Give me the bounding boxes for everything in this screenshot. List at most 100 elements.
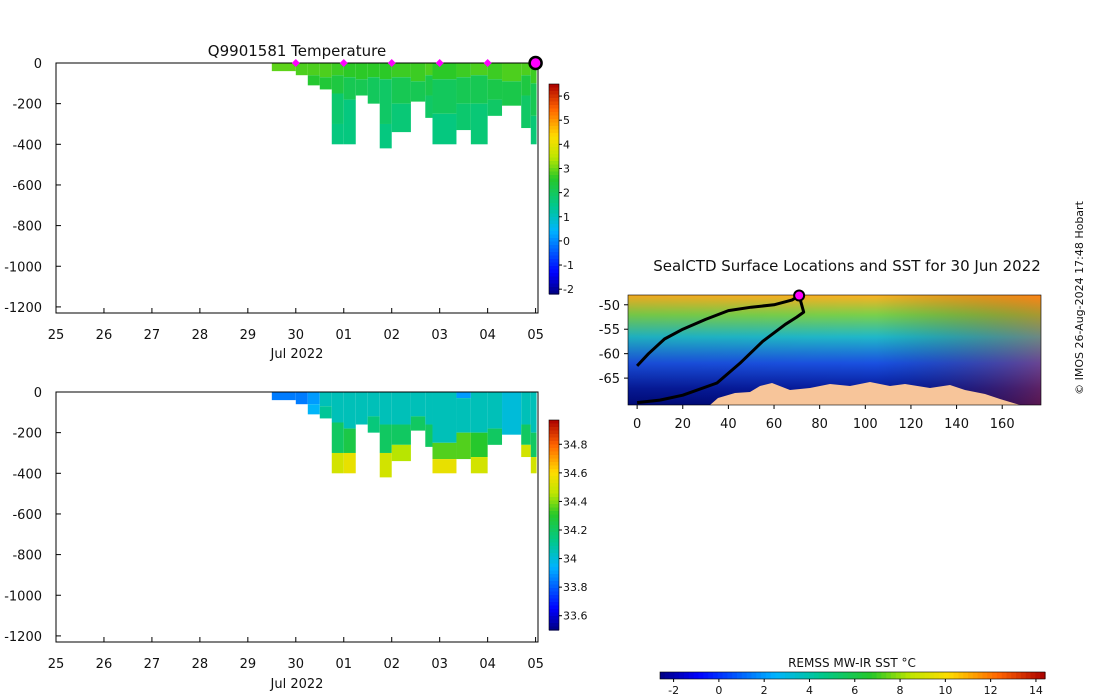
temperature-cell-4-3 — [331, 123, 344, 145]
temperature-colorbar-frame — [548, 83, 560, 295]
temperature-xtick-label: 27 — [144, 328, 161, 343]
sst-colorbar-tick-label: 8 — [897, 684, 904, 697]
salinity-ytick-label: -1000 — [4, 589, 42, 604]
map-xtick-label: 40 — [720, 417, 737, 432]
temperature-colorbar-segment — [549, 255, 559, 260]
temperature-colorbar-label: 3 — [563, 162, 570, 175]
salinity-colorbar-segment — [549, 514, 559, 519]
salinity-cell-8-1 — [379, 424, 392, 453]
salinity-cell-9-2 — [391, 444, 411, 462]
sst-colorbar-scale: -2 0 2 4 6 8 10 12 14 — [659, 671, 1046, 697]
salinity-colorbar-segment — [549, 427, 559, 432]
sst-colorbar-segment — [992, 672, 998, 679]
temperature-cell-3-1 — [319, 77, 332, 90]
sst-colorbar-segment — [664, 672, 671, 679]
salinity-cell-14-2 — [470, 457, 488, 474]
sst-colorbar-tick-label: 2 — [761, 684, 768, 697]
salinity-y-ticks: 0 -200 -400 -600 -800 -1000 -1200 — [4, 386, 61, 645]
salinity-colorbar-segment — [549, 455, 559, 460]
seal-tracks — [636, 289, 806, 405]
salinity-colorbar-segment — [549, 577, 559, 582]
salinity-colorbar-segment — [549, 584, 559, 589]
map-xtick-label: 0 — [633, 417, 641, 432]
salinity-cell-11-1 — [425, 424, 433, 447]
salinity-cell-5-1 — [343, 428, 356, 453]
salinity-colorbar-segment — [549, 451, 559, 456]
salinity-colorbar-segment — [549, 616, 559, 621]
temperature-colorbar-segment — [549, 227, 559, 232]
salinity-colorbar-segment — [549, 472, 559, 477]
salinity-colorbar-frame — [548, 419, 560, 631]
salinity-cell-6-0 — [355, 392, 368, 425]
salinity-colorbar-segment — [549, 549, 559, 554]
sst-colorbar-segment — [789, 672, 796, 679]
temperature-colorbar-segment — [549, 269, 559, 274]
sst-colorbar-segment — [891, 672, 897, 679]
sst-colorbar-segment — [1011, 672, 1017, 679]
sst-colorbar-segment — [953, 672, 959, 679]
salinity-colorbar-segment — [549, 518, 559, 523]
temperature-cell-18-1 — [530, 83, 537, 116]
salinity-colorbar-segment — [549, 483, 559, 488]
sst-colorbar-segment — [679, 672, 685, 679]
temperature-colorbar-segment — [549, 185, 559, 190]
temperature-colorbar-segment — [549, 91, 559, 96]
temperature-xtick-label: 03 — [431, 328, 448, 343]
temperature-xtick-label: 04 — [479, 328, 496, 343]
sst-colorbar-segment — [674, 672, 680, 679]
salinity-colorbar-label: 34.8 — [563, 438, 588, 451]
temperature-colorbar-segment — [549, 171, 559, 176]
temperature-colorbar-segment — [549, 98, 559, 103]
salinity-cell-16-0 — [502, 392, 522, 435]
sst-colorbar-segment — [1025, 672, 1032, 679]
sst-colorbar-segment — [770, 672, 777, 679]
salinity-chart: 0 -200 -400 -600 -800 -1000 -1200 25 26 27 28 29 30… — [4, 386, 587, 692]
temperature-colorbar-segment — [549, 192, 559, 197]
sst-colorbar-segment — [799, 672, 805, 679]
salinity-cell-11-0 — [425, 392, 433, 425]
salinity-colorbar-segment — [549, 465, 559, 470]
temperature-chart: Q9901581 Temperature 0 -200 -400 -600 -800 -1… — [4, 42, 574, 362]
profile-marker — [435, 59, 444, 67]
salinity-xtick-label: 05 — [527, 657, 544, 672]
salinity-cell-7-0 — [367, 392, 380, 417]
map-y-ticks: -50 -55 -60 -65 — [599, 299, 628, 387]
temperature-cell-10-1 — [410, 81, 426, 102]
salinity-colorbar-label: 34.6 — [563, 467, 588, 480]
temperature-cell-8-0 — [379, 63, 392, 80]
temperature-ytick-label: -800 — [12, 220, 42, 235]
salinity-cell-8-2 — [379, 452, 392, 478]
profile-marker — [483, 59, 492, 67]
salinity-xtick-label: 01 — [335, 657, 352, 672]
salinity-cell-18-2 — [530, 457, 537, 474]
sst-colorbar-segment — [818, 672, 825, 679]
temperature-colorbar-segment — [549, 133, 559, 138]
temperature-colorbar-segment — [549, 245, 559, 250]
salinity-xtick-label: 26 — [96, 657, 113, 672]
sst-colorbar-segment — [943, 672, 950, 679]
temperature-colorbar-segment — [549, 101, 559, 106]
temperature-ytick-label: -1000 — [4, 260, 42, 275]
sst-colorbar-segment — [751, 672, 757, 679]
profile-marker — [339, 59, 348, 67]
temperature-colorbar-label: -2 — [563, 283, 574, 296]
sst-colorbar-segment — [919, 672, 926, 679]
salinity-xtick-label: 02 — [383, 657, 400, 672]
temperature-colorbar-segment — [549, 87, 559, 92]
salinity-colorbar: 34.8 34.6 34.4 34.2 34 33.8 33.6 — [548, 419, 588, 631]
temperature-cell-15-2 — [487, 99, 503, 116]
salinity-colorbar-segment — [549, 619, 559, 624]
map-xtick-label: 120 — [899, 417, 924, 432]
temperature-colorbar-segment — [549, 273, 559, 278]
sst-colorbar-segment — [756, 672, 762, 679]
sst-colorbar-segment — [828, 672, 834, 679]
salinity-cell-14-0 — [470, 392, 488, 433]
temperature-xtick-label: 05 — [527, 328, 544, 343]
salinity-x-ticks: 25 26 27 28 29 30 01 02 03 04 05 — [48, 637, 544, 672]
sst-colorbar-segment — [871, 672, 878, 679]
salinity-cell-17-2 — [521, 444, 531, 458]
temperature-cell-5-1 — [343, 77, 356, 100]
salinity-cells — [271, 392, 537, 478]
salinity-colorbar-segment — [549, 602, 559, 607]
salinity-colorbar-segment — [549, 500, 559, 505]
